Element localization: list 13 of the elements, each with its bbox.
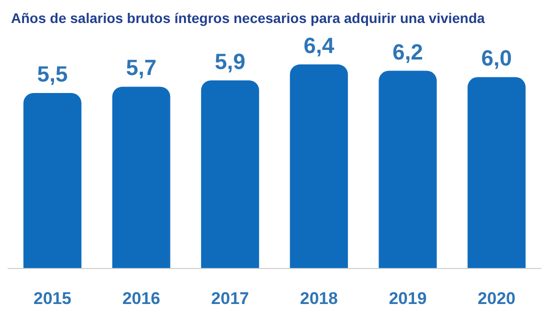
x-tick-label: 2019: [388, 289, 427, 308]
data-label: 5,9: [214, 48, 246, 74]
data-label: 6,2: [392, 39, 424, 64]
x-tick-label: 2016: [122, 289, 160, 308]
data-label: 5,5: [37, 62, 68, 87]
data-label: 6,0: [481, 46, 512, 71]
chart-title: Años de salarios brutos íntegros necesarios para adquirir una vivienda: [11, 10, 486, 26]
data-label: 5,7: [126, 55, 157, 80]
data-label: 6,4: [304, 32, 335, 58]
x-tick-label: 2017: [211, 289, 249, 308]
x-tick-label: 2015: [34, 289, 72, 308]
x-tick-label: 2020: [478, 289, 516, 308]
x-tick-label: 2018: [300, 289, 338, 308]
